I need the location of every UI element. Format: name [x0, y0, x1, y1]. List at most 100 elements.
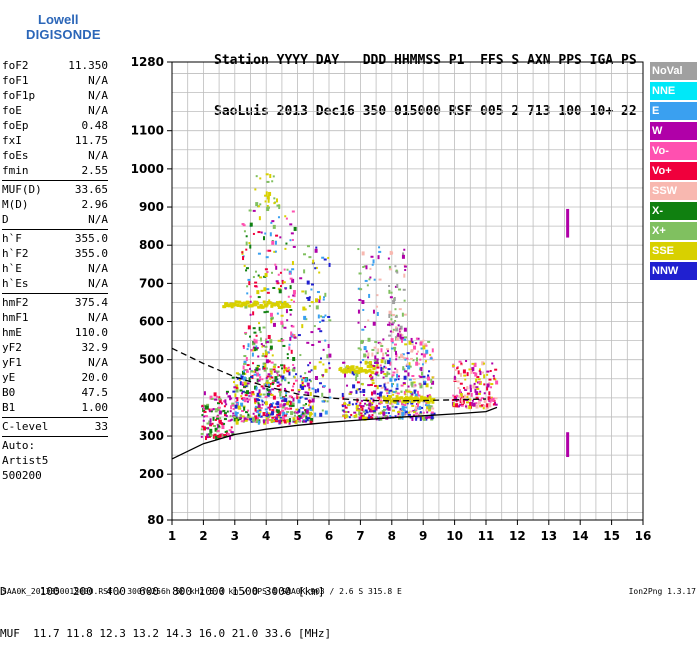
echo-point	[366, 284, 369, 287]
param-name: hmF1	[2, 311, 29, 324]
echo-point	[357, 248, 360, 251]
echo-point	[252, 209, 256, 212]
echo-point	[393, 296, 396, 301]
echo-point	[379, 398, 382, 401]
echo-point	[389, 415, 392, 418]
echo-point	[278, 205, 281, 210]
echo-point	[265, 377, 268, 380]
echo-band-point	[230, 305, 234, 309]
echo-point	[237, 419, 240, 422]
echo-band-point	[355, 365, 359, 369]
echo-point	[411, 375, 415, 378]
echo-point	[271, 220, 275, 223]
echo-point	[373, 359, 377, 362]
echo-point	[271, 383, 274, 386]
echo-point	[457, 399, 461, 402]
echo-point	[311, 344, 315, 347]
param-value: 2.96	[81, 198, 109, 211]
echo-point	[396, 383, 399, 388]
echo-point	[277, 273, 280, 276]
echo-point	[410, 349, 414, 352]
echo-point	[426, 394, 429, 399]
echo-point	[308, 379, 311, 382]
echo-point	[258, 326, 261, 331]
param-value: 1.00	[81, 401, 109, 414]
echo-point	[260, 385, 264, 388]
echo-point	[386, 354, 390, 357]
echo-point	[294, 419, 298, 424]
echo-point	[248, 242, 251, 245]
echo-point	[268, 299, 271, 302]
echo-point	[262, 419, 265, 424]
echo-point	[257, 252, 261, 255]
echo-point	[403, 264, 406, 267]
echo-point	[229, 419, 232, 422]
echo-point	[391, 405, 394, 408]
echo-point	[286, 419, 289, 422]
echo-point	[203, 408, 206, 411]
echo-point	[286, 410, 290, 413]
echo-point	[245, 241, 248, 246]
echo-point	[477, 400, 480, 405]
echo-point	[218, 398, 222, 403]
echo-point	[431, 380, 435, 385]
echo-point	[307, 391, 310, 396]
echo-point	[261, 345, 264, 348]
echo-point	[370, 255, 374, 258]
echo-point	[223, 412, 227, 415]
echo-point	[248, 377, 251, 382]
echo-point	[202, 419, 205, 422]
echo-point	[471, 367, 475, 372]
echo-point	[315, 246, 318, 249]
echo-point	[360, 339, 364, 344]
echo-point	[203, 391, 206, 396]
echo-point	[254, 281, 258, 284]
echo-point	[293, 226, 297, 231]
echo-point	[283, 378, 286, 381]
echo-point	[244, 331, 248, 334]
echo-point	[357, 408, 361, 411]
echo-point	[235, 415, 238, 418]
param-name: foEp	[2, 119, 29, 132]
echo-point	[324, 314, 327, 317]
echo-band-point	[368, 368, 372, 372]
echo-point	[369, 267, 372, 270]
echo-point	[369, 410, 372, 413]
echo-point	[261, 403, 264, 406]
echo-point	[455, 403, 459, 408]
param-separator	[2, 436, 108, 437]
echo-point	[289, 223, 293, 226]
echo-point	[275, 234, 279, 237]
echo-point	[264, 351, 268, 356]
echo-point	[488, 378, 492, 381]
echo-point	[356, 388, 360, 391]
param-value: 355.0	[74, 247, 108, 260]
echo-point	[293, 420, 296, 423]
param-row: yE 20.0	[2, 370, 108, 385]
echo-band-point	[356, 369, 360, 373]
echo-point	[451, 398, 454, 401]
echo-point	[244, 394, 248, 397]
echo-point	[236, 403, 239, 406]
echo-point	[387, 381, 390, 384]
echo-point	[391, 375, 394, 378]
echo-point	[406, 363, 410, 366]
echo-point	[362, 358, 365, 361]
echo-point	[229, 396, 232, 401]
echo-point	[213, 392, 217, 397]
echo-point	[411, 416, 414, 421]
echo-point	[494, 403, 498, 406]
echo-point	[475, 396, 479, 399]
echo-point	[460, 362, 463, 365]
echo-point	[378, 395, 382, 398]
echo-point	[252, 346, 255, 349]
echo-point	[264, 355, 268, 358]
echo-point	[298, 396, 301, 399]
echo-point	[320, 357, 323, 360]
echo-point	[209, 418, 212, 423]
echo-point	[388, 313, 391, 318]
lowell-digisonde-logo: Lowell DIGISONDE	[0, 0, 110, 44]
param-row: D N/A	[2, 212, 108, 227]
echo-point	[227, 434, 231, 437]
echo-band-point	[254, 303, 258, 307]
